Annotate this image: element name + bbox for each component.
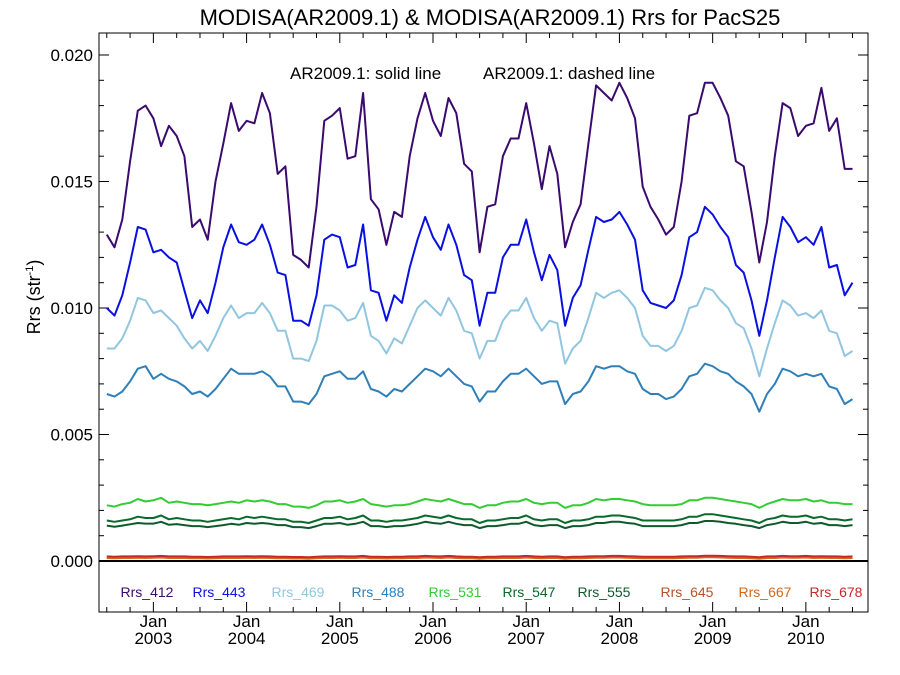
legend-item-rrs-547: Rrs_547	[503, 584, 556, 600]
legend: Rrs_412 Rrs_443 Rrs_469 Rrs_488 Rrs_531 Rrs_5…	[121, 584, 863, 600]
legend-item-rrs-531: Rrs_531	[429, 584, 482, 600]
y-axis-label-close: )	[24, 260, 44, 266]
series-line-rrs-488	[106, 362, 854, 413]
legend-item-rrs-645: Rrs_645	[661, 584, 714, 600]
x-tick-label-month: Jan	[699, 612, 726, 631]
series-line-rrs-412	[105, 81, 853, 269]
x-tick-label-month: Jan	[513, 612, 540, 631]
x-tick-label-year: 2005	[321, 629, 359, 648]
y-tick-label: 0.015	[50, 173, 93, 192]
x-ticks: Jan2003Jan2004Jan2005Jan2006Jan2007Jan20…	[106, 33, 853, 648]
legend-item-rrs-469: Rrs_469	[272, 584, 325, 600]
y-tick-label: 0.020	[50, 46, 93, 65]
x-tick-label-month: Jan	[419, 612, 446, 631]
y-axis-label: Rrs (str-1)	[24, 260, 44, 335]
series-line-rrs-469	[106, 286, 854, 378]
annotation-solid-line: AR2009.1: solid line	[290, 64, 441, 83]
series-line-rrs-555	[106, 520, 853, 530]
x-tick-label-year: 2004	[228, 629, 266, 648]
series-line-rrs-443	[106, 205, 854, 337]
series-line-rrs-667	[106, 556, 853, 560]
y-tick-label: 0.005	[50, 426, 93, 445]
y-axis-label-superscript: -1	[24, 266, 36, 276]
y-ticks: 0.000 0.005 0.010 0.015 0.020	[50, 46, 868, 571]
legend-item-rrs-443: Rrs_443	[193, 584, 246, 600]
legend-item-rrs-488: Rrs_488	[352, 584, 405, 600]
legend-item-rrs-678: Rrs_678	[810, 584, 863, 600]
legend-item-rrs-555: Rrs_555	[578, 584, 631, 600]
series-lines	[105, 81, 854, 560]
chart-title: MODISA(AR2009.1) & MODISA(AR2009.1) Rrs …	[200, 5, 781, 30]
x-tick-label-year: 2007	[507, 629, 545, 648]
y-tick-label: 0.010	[50, 299, 93, 318]
x-tick-label-year: 2006	[414, 629, 452, 648]
y-axis-label-main: Rrs (str	[24, 275, 44, 334]
legend-item-rrs-667: Rrs_667	[739, 584, 792, 600]
x-tick-label-year: 2009	[694, 629, 732, 648]
x-tick-label-year: 2003	[134, 629, 172, 648]
x-tick-label-year: 2010	[787, 629, 825, 648]
x-tick-label-year: 2008	[601, 629, 639, 648]
x-tick-label-month: Jan	[792, 612, 819, 631]
x-tick-label-month: Jan	[326, 612, 353, 631]
series-line-rrs-678	[106, 554, 853, 559]
plot-frame	[98, 32, 869, 613]
annotation-dashed-line: AR2009.1: dashed line	[483, 64, 655, 83]
x-tick-label-month: Jan	[233, 612, 260, 631]
x-tick-label-month: Jan	[140, 612, 167, 631]
y-tick-label: 0.000	[50, 552, 93, 571]
series-line-rrs-547	[106, 513, 853, 524]
x-tick-label-month: Jan	[606, 612, 633, 631]
series-line-rrs-531	[106, 496, 853, 509]
legend-item-rrs-412: Rrs_412	[121, 584, 174, 600]
